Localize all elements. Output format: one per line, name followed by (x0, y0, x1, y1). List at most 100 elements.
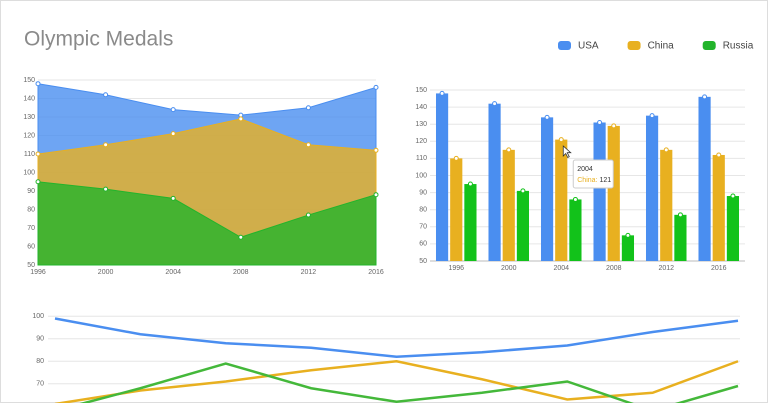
point (103, 142, 109, 148)
point (305, 142, 311, 148)
point (373, 147, 379, 153)
point (506, 147, 512, 153)
point (103, 186, 109, 192)
tooltip-value: 121 (599, 177, 611, 184)
x-tick-label: 2016 (711, 265, 727, 272)
y-tick-label: 120 (415, 138, 427, 145)
y-tick-label: 70 (419, 224, 427, 231)
x-tick-label: 2012 (301, 269, 317, 276)
y-tick-label: 100 (32, 313, 44, 320)
line (54, 359, 739, 403)
y-tick-label: 70 (36, 381, 44, 388)
y-tick-label: 90 (36, 336, 44, 343)
y-tick-label: 120 (23, 132, 35, 139)
bar-chart: 50 60 70 80 90 100 110 120 130 140 150 1996 2000 2004… (415, 87, 745, 272)
line (54, 317, 739, 359)
x-tick-label: 1996 (448, 265, 464, 272)
y-tick-label: 60 (27, 243, 35, 250)
line-chart: 70 80 90 100 (32, 313, 740, 403)
point (103, 92, 109, 98)
x-tick-label: 2004 (553, 265, 569, 272)
x-tick-label: 2008 (606, 265, 622, 272)
point (170, 107, 176, 113)
bar (607, 125, 620, 261)
y-tick-label: 80 (419, 207, 427, 214)
bar (502, 149, 515, 261)
point (170, 131, 176, 137)
y-tick-label: 140 (415, 104, 427, 111)
point (625, 232, 631, 238)
point (730, 193, 736, 199)
x-tick-label: 2000 (98, 269, 114, 276)
bar (516, 190, 530, 261)
bar (569, 199, 582, 261)
legend-marker (627, 41, 641, 50)
legend-marker (702, 41, 716, 50)
x-tick-label: 2004 (165, 269, 181, 276)
bar (593, 122, 606, 262)
x-tick-label: 2016 (368, 269, 384, 276)
point (663, 147, 669, 153)
point (373, 192, 379, 198)
tooltip-title: 2004 (577, 166, 593, 173)
point (716, 152, 722, 158)
bar (540, 117, 554, 261)
y-tick-label: 100 (23, 169, 35, 176)
bar (698, 96, 711, 261)
point (373, 84, 379, 90)
point (35, 81, 41, 87)
y-tick-label: 50 (27, 262, 35, 269)
point (558, 137, 564, 143)
page-title: Olympic Medals (24, 28, 173, 51)
y-tick-label: 50 (419, 258, 427, 265)
bar (645, 115, 659, 262)
point (572, 196, 578, 202)
point (492, 101, 498, 107)
point (305, 212, 311, 218)
y-tick-label: 80 (36, 358, 44, 365)
y-tick-label: 110 (416, 155, 427, 162)
point (467, 181, 473, 187)
point (597, 119, 603, 125)
x-tick-label: 2000 (501, 265, 517, 272)
bar (435, 93, 449, 261)
y-tick-label: 60 (419, 241, 427, 248)
point (649, 113, 655, 119)
bar (464, 184, 477, 261)
bar (712, 154, 725, 261)
x-tick-label: 2008 (233, 269, 249, 276)
y-tick-label: 140 (23, 95, 35, 102)
legend-label: China (648, 41, 675, 52)
y-tick-label: 80 (27, 206, 35, 213)
y-tick-label: 100 (415, 172, 427, 179)
bar (450, 158, 463, 261)
legend-label: USA (578, 41, 599, 52)
point (520, 188, 526, 194)
cursor (562, 145, 572, 159)
line (79, 362, 739, 403)
y-tick-label: 150 (23, 77, 35, 84)
point (170, 195, 176, 201)
point (677, 212, 683, 218)
point (702, 94, 708, 100)
area-chart: 50 60 70 80 90 100 110 120 130 140 150 1996 2000 2004… (23, 77, 384, 276)
bar (621, 235, 635, 261)
point (238, 116, 244, 122)
y-tick-label: 150 (415, 87, 427, 94)
point (439, 90, 445, 96)
bar (674, 214, 687, 261)
tooltip-name: China: (577, 177, 597, 184)
x-tick-label: 2012 (658, 265, 674, 272)
point (35, 151, 41, 157)
bar (726, 196, 740, 261)
point (238, 234, 244, 240)
y-tick-label: 130 (23, 114, 35, 121)
bar (660, 149, 673, 261)
y-tick-label: 90 (27, 188, 35, 195)
point (544, 114, 550, 120)
y-tick-label: 110 (24, 151, 35, 158)
y-tick-label: 90 (419, 189, 427, 196)
bar (555, 139, 568, 261)
legend-label: Russia (723, 41, 754, 52)
